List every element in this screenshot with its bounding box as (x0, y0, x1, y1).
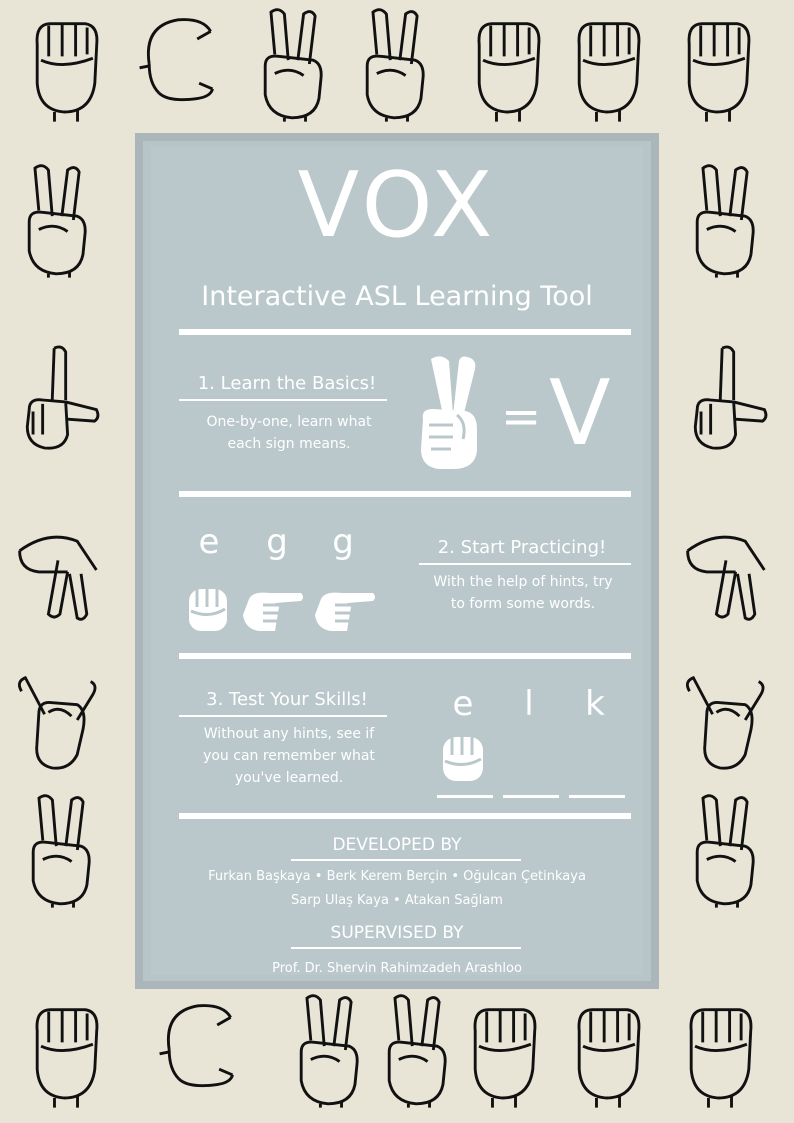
divider (179, 329, 631, 335)
equals-sign: = (501, 389, 542, 445)
developed-underline (291, 859, 521, 861)
quiz-letter: e (452, 684, 474, 724)
step2-underline (419, 563, 631, 565)
w-sign-icon (14, 790, 110, 910)
info-panel-inner: VOX Interactive ASL Learning Tool 1. Lea… (151, 147, 643, 976)
info-panel: VOX Interactive ASL Learning Tool 1. Lea… (135, 133, 659, 989)
x-sign-icon (348, 4, 444, 124)
divider (179, 653, 631, 659)
l-sign-icon (10, 340, 106, 460)
j-sign-icon (246, 4, 342, 124)
letter-v: V (549, 361, 611, 466)
divider (179, 813, 631, 819)
step2-heading: 2. Start Practicing! (437, 537, 607, 558)
quiz-letter: k (585, 684, 605, 724)
step3-underline (179, 715, 387, 717)
a-sign-icon (460, 4, 556, 124)
developers-line1: Furkan Başkaya • Berk Kerem Berçin • Oğu… (208, 869, 586, 884)
l-sign-icon (678, 340, 774, 460)
v-sign-icon (10, 160, 106, 280)
answer-blank (569, 795, 625, 798)
answer-blank (437, 795, 493, 798)
step2-line2: to form some words. (450, 596, 596, 612)
developed-by-heading: DEVELOPED BY (332, 835, 462, 855)
x-sign-icon (370, 990, 466, 1110)
c-sign-icon (150, 990, 246, 1110)
divider (179, 491, 631, 497)
s-sign-icon (560, 4, 656, 124)
app-title: VOX (297, 153, 497, 258)
g-hand-sign-icon (239, 589, 305, 633)
s-sign-icon (560, 990, 656, 1110)
step3-heading: 3. Test Your Skills! (206, 689, 368, 710)
supervised-by-heading: SUPERVISED BY (330, 923, 464, 943)
answer-blank (503, 795, 559, 798)
fist-sign-icon (18, 4, 114, 124)
fist-sign-icon (18, 990, 114, 1110)
g-hand-sign-icon (311, 589, 377, 633)
word-letter: g (332, 522, 354, 562)
step1-line1: One-by-one, learn what (206, 414, 372, 430)
p-sign-icon (10, 510, 106, 630)
developers-line2: Sarp Ulaş Kaya • Atakan Sağlam (291, 893, 503, 908)
step3-line2: you can remember what (203, 748, 375, 764)
e-hand-sign-icon (183, 585, 233, 635)
quiz-letter: l (524, 684, 534, 724)
c-sign-icon (130, 4, 226, 124)
a-sign-icon (456, 990, 552, 1110)
y-sign-icon (10, 660, 106, 780)
supervised-underline (291, 947, 521, 949)
step3-line3: you've learned. (234, 770, 344, 786)
word-letter: g (266, 522, 288, 562)
y-sign-icon (678, 660, 774, 780)
step1-line2: each sign means. (227, 436, 351, 452)
step1-underline (179, 399, 387, 401)
v-hand-sign-icon (413, 353, 483, 473)
app-subtitle: Interactive ASL Learning Tool (201, 281, 593, 312)
step3-line1: Without any hints, see if (203, 726, 375, 742)
j-sign-icon (282, 990, 378, 1110)
fist-sign-icon (670, 4, 766, 124)
p-sign-icon (678, 510, 774, 630)
step2-line1: With the help of hints, try (433, 574, 613, 590)
step1-heading: 1. Learn the Basics! (197, 373, 377, 394)
v-sign-icon (678, 160, 774, 280)
word-letter: e (198, 522, 220, 562)
supervisor-name: Prof. Dr. Shervin Rahimzadeh Arashloo (272, 961, 522, 976)
w-sign-icon (678, 790, 774, 910)
fist-sign-icon (672, 990, 768, 1110)
e-hand-sign-icon (439, 733, 487, 785)
